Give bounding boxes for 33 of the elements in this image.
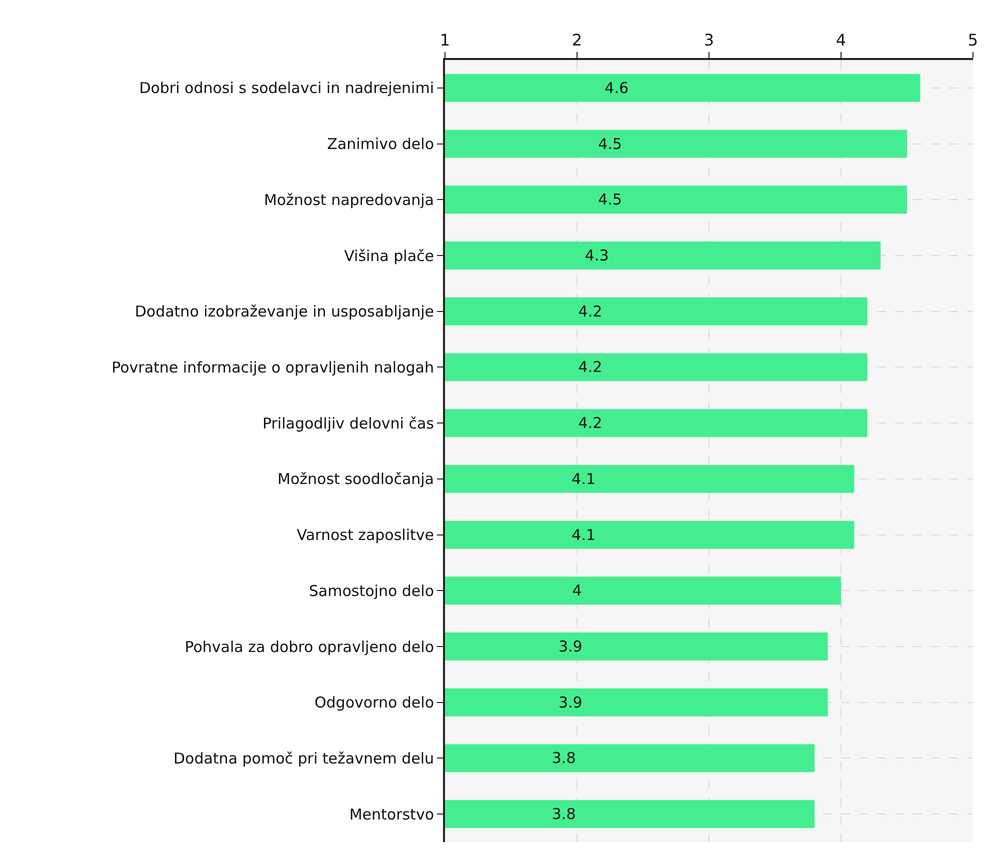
data-label: 3.9 (558, 693, 582, 712)
y-tick-label: Možnost napredovanja (264, 190, 434, 209)
x-tick-label: 2 (572, 30, 582, 50)
y-tick-label: Mentorstvo (349, 805, 434, 824)
y-tick-label: Dodatno izobraževanje in usposabljanje (134, 302, 434, 321)
y-tick-label: Pohvala za dobro opravljeno delo (184, 638, 434, 656)
x-tick-label: 1 (440, 30, 450, 50)
x-tick-label: 4 (836, 30, 846, 50)
data-label: 4.6 (604, 78, 629, 97)
y-tick-label: Višina plače (344, 246, 434, 265)
y-tick-label: Prilagodljiv delovni čas (262, 414, 434, 432)
data-label: 4 (572, 582, 582, 600)
x-tick-label: 5 (968, 30, 978, 50)
data-label: 4.5 (598, 190, 622, 209)
data-label: 4.5 (598, 134, 622, 153)
y-tick-label: Dobri odnosi s sodelavci in nadrejenimi (139, 79, 434, 98)
y-tick-label: Dodatna pomoč pri težavnem delu (173, 749, 434, 768)
y-tick-label: Odgovorno delo (314, 694, 434, 712)
y-tick-label: Varnost zaposlitve (296, 526, 434, 544)
y-tick-label: Povratne informacije o opravljenih nalogah (112, 358, 434, 376)
data-label: 4.2 (578, 302, 602, 320)
data-label: 4.1 (572, 526, 596, 544)
data-label: 3.8 (552, 805, 576, 824)
x-tick-label: 3 (704, 30, 714, 50)
data-label: 4.2 (578, 358, 602, 376)
data-label: 3.9 (558, 638, 582, 656)
data-label: 4.3 (584, 246, 609, 264)
data-label: 4.2 (578, 414, 602, 432)
y-tick-label: Možnost soodločanja (278, 470, 434, 488)
y-tick-label: Samostojno delo (308, 582, 434, 600)
data-label: 3.8 (552, 749, 576, 768)
y-tick-label: Zanimivo delo (327, 135, 434, 154)
data-label: 4.1 (572, 470, 596, 488)
